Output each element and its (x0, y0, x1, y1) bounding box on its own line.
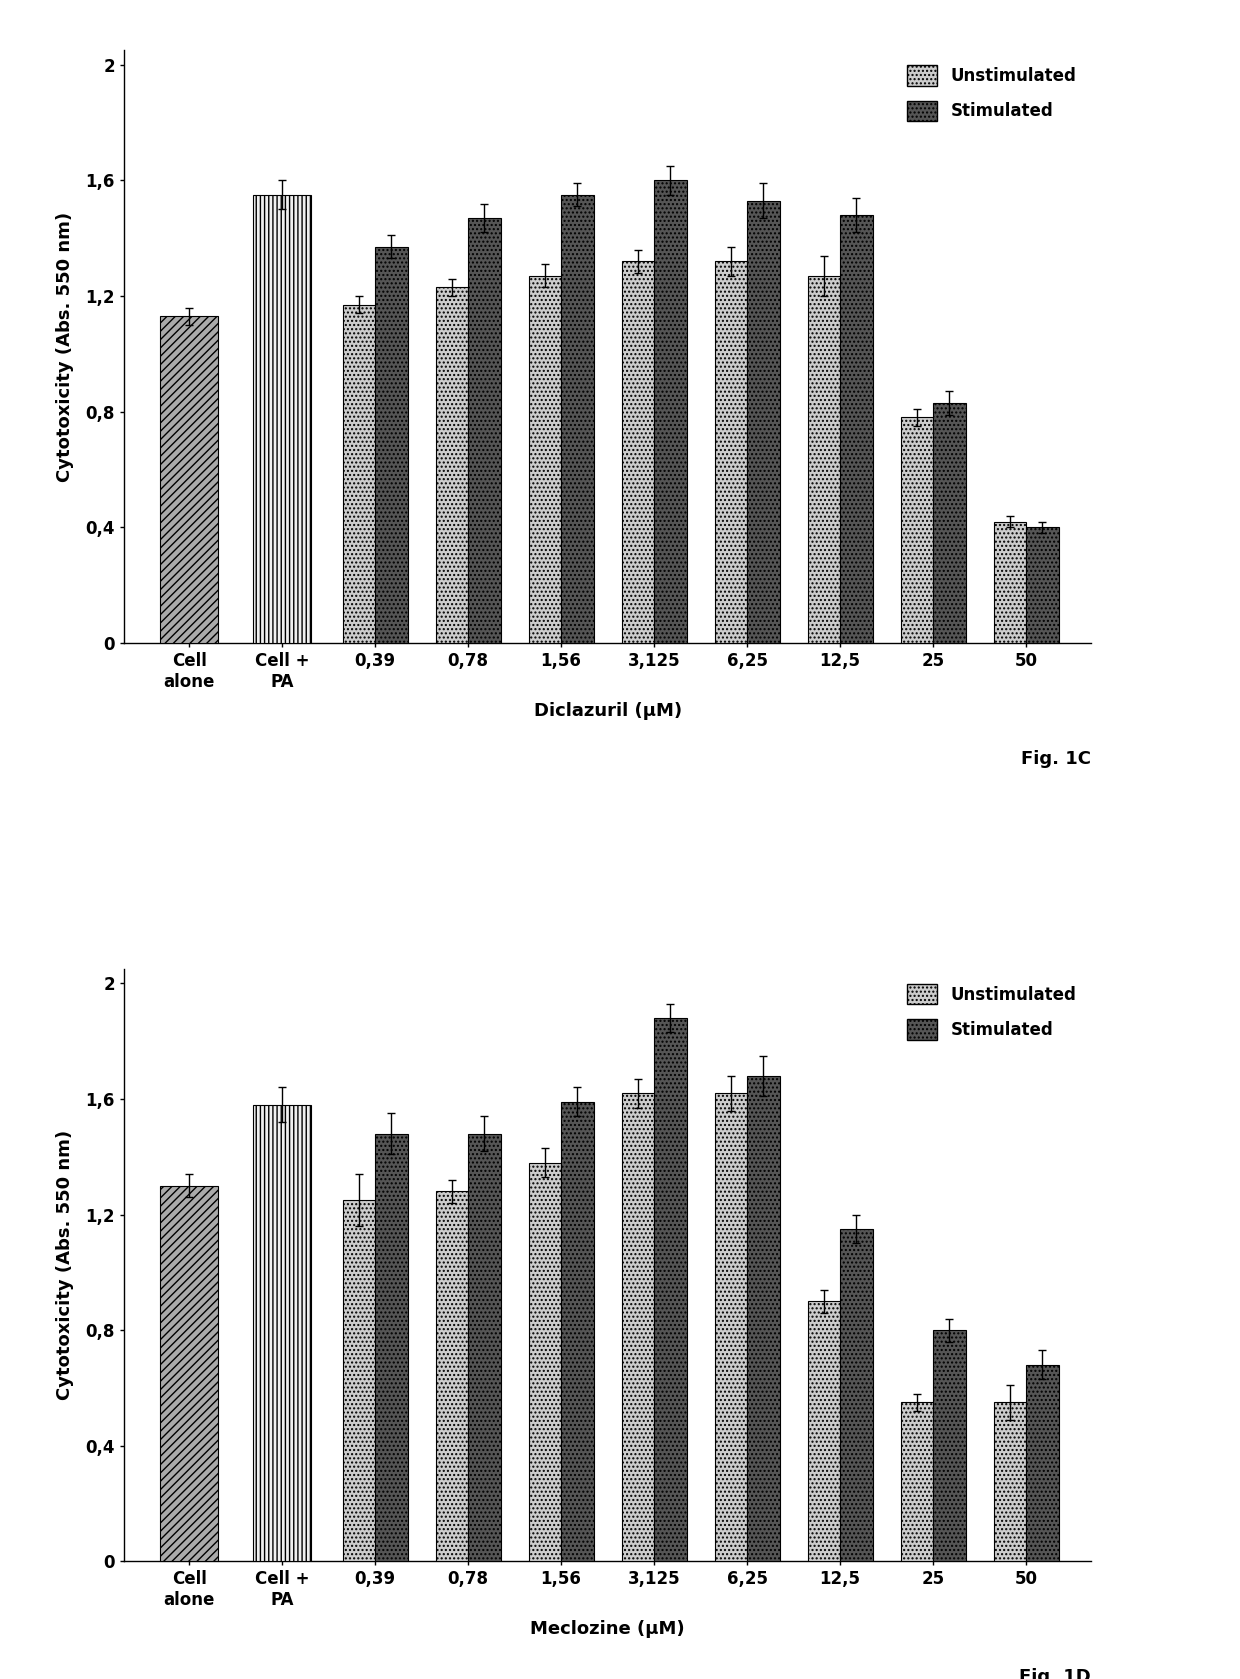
Bar (1027, 1365, 1059, 1561)
Bar (748, 201, 780, 643)
Bar (469, 218, 501, 643)
Bar (807, 1301, 841, 1561)
Text: Fig. 1C: Fig. 1C (1022, 749, 1091, 767)
Bar (562, 195, 594, 643)
X-axis label: Diclazuril (μM): Diclazuril (μM) (533, 702, 682, 720)
Bar (993, 522, 1027, 643)
Bar (900, 1402, 934, 1561)
Bar (993, 1402, 1027, 1561)
Bar (528, 1162, 562, 1561)
Bar (469, 1133, 501, 1561)
Bar (900, 418, 934, 643)
Bar (374, 1133, 408, 1561)
Bar (253, 195, 311, 643)
Bar (934, 1330, 966, 1561)
Bar (435, 287, 469, 643)
X-axis label: Meclozine (μM): Meclozine (μM) (531, 1620, 684, 1639)
Text: Fig. 1D: Fig. 1D (1019, 1669, 1091, 1679)
Bar (342, 1200, 376, 1561)
Bar (841, 1229, 873, 1561)
Bar (160, 1185, 218, 1561)
Bar (528, 275, 562, 643)
Bar (934, 403, 966, 643)
Bar (1027, 527, 1059, 643)
Bar (374, 247, 408, 643)
Bar (621, 1093, 655, 1561)
Bar (714, 262, 748, 643)
Bar (435, 1192, 469, 1561)
Bar (621, 262, 655, 643)
Legend: Unstimulated, Stimulated: Unstimulated, Stimulated (900, 59, 1083, 128)
Bar (562, 1101, 594, 1561)
Bar (807, 275, 841, 643)
Legend: Unstimulated, Stimulated: Unstimulated, Stimulated (900, 977, 1083, 1046)
Y-axis label: Cytotoxicity (Abs. 550 nm): Cytotoxicity (Abs. 550 nm) (56, 212, 74, 482)
Bar (714, 1093, 748, 1561)
Bar (253, 1105, 311, 1561)
Bar (160, 316, 218, 643)
Bar (841, 215, 873, 643)
Bar (655, 1017, 687, 1561)
Bar (342, 306, 376, 643)
Bar (655, 180, 687, 643)
Y-axis label: Cytotoxicity (Abs. 550 nm): Cytotoxicity (Abs. 550 nm) (56, 1130, 74, 1400)
Bar (748, 1076, 780, 1561)
